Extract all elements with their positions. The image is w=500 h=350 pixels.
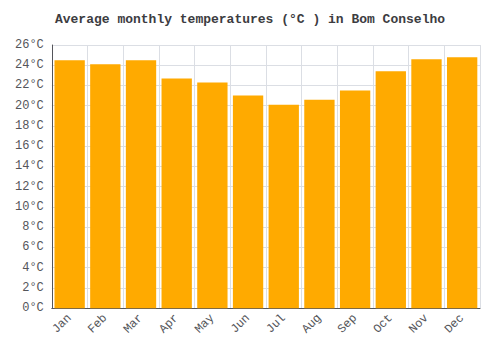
svg-text:Nov: Nov [406, 311, 431, 336]
svg-text:16°C: 16°C [15, 139, 44, 153]
svg-text:18°C: 18°C [15, 119, 44, 133]
svg-text:24°C: 24°C [15, 58, 44, 72]
svg-text:20°C: 20°C [15, 99, 44, 113]
svg-text:Sep: Sep [335, 311, 360, 336]
svg-text:Feb: Feb [85, 311, 110, 336]
svg-text:Average monthly temperatures (: Average monthly temperatures (°C ) in Bo… [55, 12, 445, 27]
svg-text:Jul: Jul [264, 311, 289, 336]
svg-text:10°C: 10°C [15, 200, 44, 214]
svg-text:May: May [192, 311, 217, 336]
svg-text:Aug: Aug [299, 311, 324, 336]
svg-text:8°C: 8°C [22, 220, 44, 234]
svg-text:12°C: 12°C [15, 180, 44, 194]
svg-text:Jun: Jun [228, 311, 253, 336]
svg-text:Dec: Dec [442, 311, 467, 336]
svg-text:26°C: 26°C [15, 38, 44, 52]
svg-text:22°C: 22°C [15, 78, 44, 92]
svg-text:6°C: 6°C [22, 240, 44, 254]
svg-text:Apr: Apr [156, 311, 181, 336]
svg-text:14°C: 14°C [15, 159, 44, 173]
svg-text:4°C: 4°C [22, 261, 44, 275]
svg-text:Mar: Mar [121, 311, 146, 336]
svg-text:Jan: Jan [49, 311, 74, 336]
svg-text:2°C: 2°C [22, 281, 44, 295]
svg-text:0°C: 0°C [22, 301, 44, 315]
svg-text:Oct: Oct [371, 311, 396, 336]
